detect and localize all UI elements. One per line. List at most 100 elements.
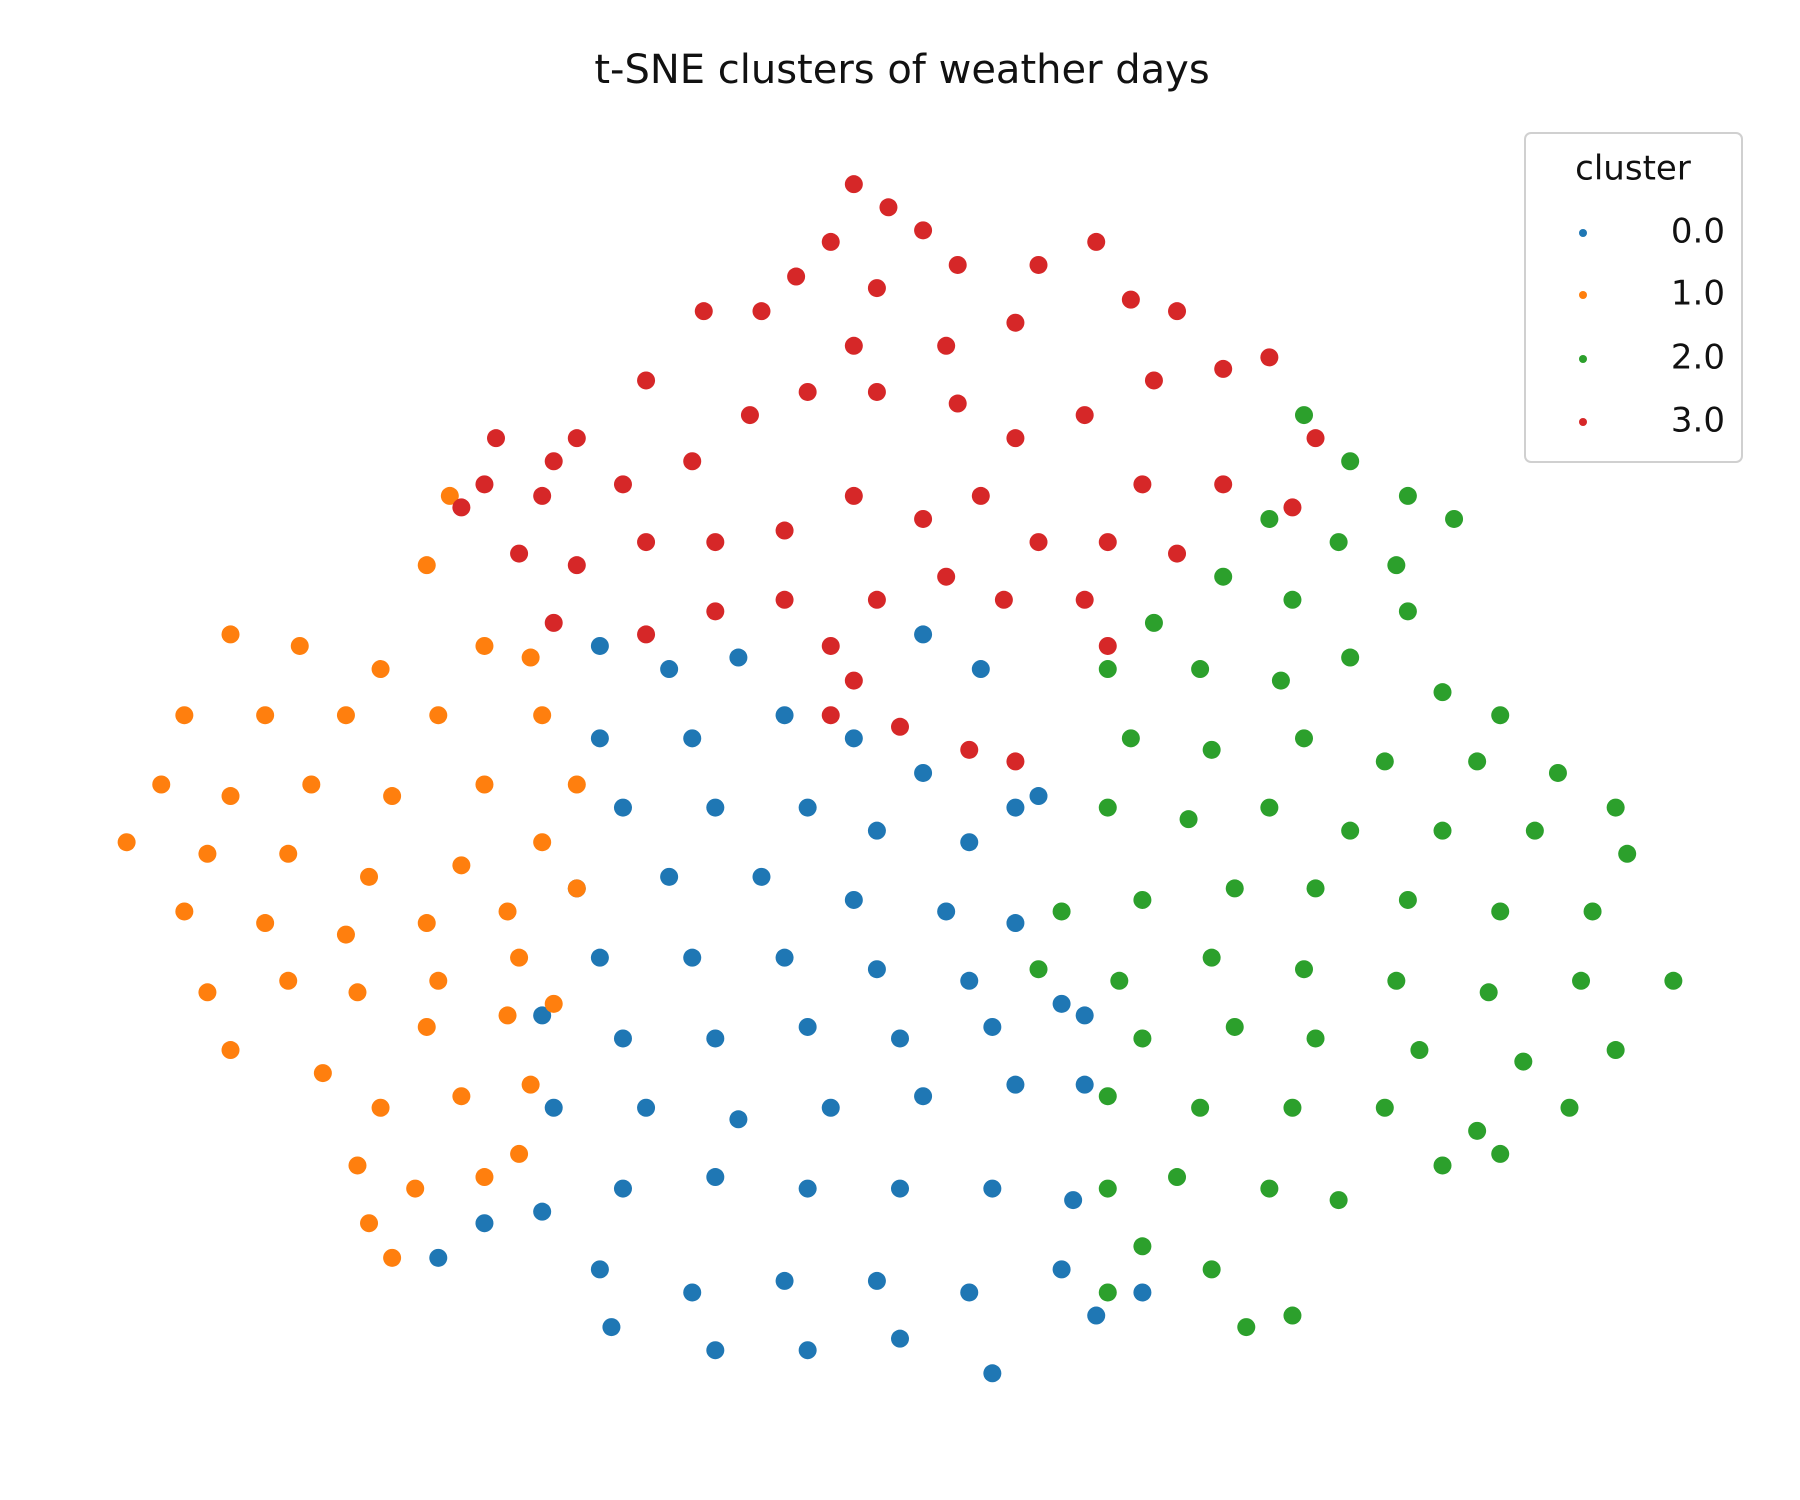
- scatter-point: [867, 960, 886, 979]
- scatter-point: [1295, 960, 1313, 979]
- scatter-point: [1168, 544, 1187, 563]
- scatter-point: [775, 1271, 794, 1290]
- scatter-point: [417, 914, 436, 933]
- scatter-point: [533, 1202, 552, 1221]
- scatter-point: [1052, 1260, 1071, 1279]
- legend: cluster 0.0 1.0 2.0 3.0: [1524, 132, 1743, 463]
- scatter-point: [1548, 763, 1567, 782]
- scatter-point: [891, 1329, 909, 1348]
- scatter-point: [1006, 429, 1025, 448]
- scatter-point: [1225, 1017, 1244, 1036]
- scatter-point: [1306, 1029, 1325, 1048]
- scatter-point: [1375, 752, 1394, 771]
- legend-label: 0.0: [1671, 212, 1725, 252]
- scatter-point: [1133, 475, 1152, 494]
- scatter-point: [1398, 890, 1417, 909]
- scatter-point: [221, 1041, 240, 1060]
- scatter-point: [844, 890, 863, 909]
- scatter-point: [914, 625, 933, 644]
- scatter-point: [417, 1017, 436, 1036]
- scatter-point: [821, 1098, 840, 1117]
- scatter-point: [1214, 359, 1233, 378]
- scatter-point: [221, 625, 240, 644]
- scatter-point: [1168, 1168, 1187, 1187]
- scatter-point: [729, 1110, 748, 1129]
- scatter-point: [360, 1214, 379, 1233]
- scatter-point: [1075, 590, 1094, 609]
- scatter-point: [891, 1179, 909, 1198]
- scatter-point: [937, 336, 956, 355]
- scatter-point: [1168, 302, 1187, 321]
- scatter-point: [1433, 821, 1452, 840]
- scatter-point: [1572, 971, 1591, 990]
- scatter-point: [1029, 255, 1048, 274]
- scatter-point: [302, 775, 321, 794]
- scatter-point: [336, 925, 355, 944]
- scatter-point: [1433, 1156, 1452, 1175]
- scatter-point: [1191, 1098, 1210, 1117]
- scatter-point: [1387, 971, 1406, 990]
- scatter-point: [948, 394, 967, 413]
- scatter-point: [1260, 798, 1279, 817]
- scatter-point: [510, 544, 529, 563]
- scatter-point: [948, 255, 967, 274]
- scatter-point: [475, 636, 494, 655]
- scatter-point: [1202, 740, 1221, 759]
- scatter-point: [429, 1248, 448, 1267]
- scatter-point: [1433, 683, 1452, 702]
- scatter-point: [994, 590, 1013, 609]
- scatter-point: [844, 729, 863, 748]
- scatter-point: [1387, 556, 1406, 575]
- scatter-point: [429, 706, 448, 725]
- scatter-point: [1191, 660, 1210, 679]
- chart-title: t-SNE clusters of weather days: [594, 47, 1209, 93]
- scatter-point: [279, 971, 298, 990]
- legend-label: 3.0: [1671, 401, 1725, 441]
- legend-marker: [1579, 355, 1587, 363]
- scatter-point: [1098, 660, 1117, 679]
- scatter-point: [475, 1168, 494, 1187]
- scatter-point: [1283, 590, 1302, 609]
- scatter-point: [775, 948, 794, 967]
- scatter-point: [533, 706, 552, 725]
- scatter-point: [1075, 406, 1094, 425]
- scatter-point: [613, 475, 632, 494]
- scatter-point: [544, 994, 563, 1013]
- scatter-point: [1664, 971, 1683, 990]
- scatter-point: [1064, 1191, 1083, 1210]
- scatter-point: [960, 833, 979, 852]
- scatter-point: [844, 336, 863, 355]
- scatter-point: [567, 775, 586, 794]
- scatter-point: [683, 948, 702, 967]
- scatter-point: [729, 648, 748, 667]
- scatter-point: [660, 867, 679, 886]
- scatter-point: [960, 740, 979, 759]
- scatter-point: [1121, 729, 1140, 748]
- scatter-point: [256, 706, 275, 725]
- legend-box: [1524, 132, 1743, 463]
- scatter-point: [117, 833, 136, 852]
- scatter-point: [1098, 1179, 1117, 1198]
- scatter-point: [1283, 498, 1302, 517]
- scatter-point: [440, 486, 459, 505]
- scatter-point: [1202, 948, 1221, 967]
- scatter-point: [1468, 752, 1487, 771]
- scatter-point: [1445, 509, 1464, 528]
- scatter-point: [475, 475, 494, 494]
- scatter-point: [487, 429, 505, 448]
- scatter-point: [787, 267, 806, 286]
- scatter-point: [406, 1179, 425, 1198]
- scatter-point: [1133, 1029, 1152, 1048]
- scatter-point: [891, 1029, 909, 1048]
- scatter-point: [937, 902, 956, 921]
- scatter-point: [1398, 486, 1417, 505]
- scatter-point: [1618, 844, 1637, 863]
- scatter-point: [891, 717, 909, 736]
- scatter-point: [1029, 960, 1048, 979]
- scatter-point: [867, 821, 886, 840]
- scatter-point: [1087, 1306, 1106, 1325]
- scatter-point: [1075, 1075, 1094, 1094]
- scatter-point: [971, 486, 990, 505]
- scatter-point: [221, 787, 240, 806]
